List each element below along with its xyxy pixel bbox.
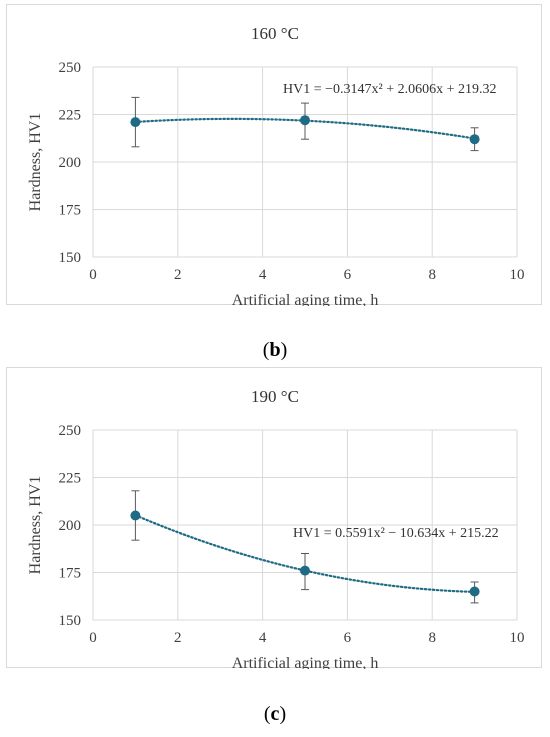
trendline-equation: HV1 = 0.5591x² − 10.634x + 215.22 [293, 526, 499, 541]
chart-panel-190: 150 175 200 225 250 0 2 4 6 8 10 190 °C Artificial a… [6, 367, 542, 669]
y-tick-label: 250 [59, 423, 82, 439]
data-point [300, 115, 310, 126]
caption-c-close: ) [279, 703, 287, 725]
data-point [130, 510, 141, 521]
y-tick-label: 175 [59, 203, 82, 219]
y-tick-label: 225 [59, 108, 82, 124]
chart-190-svg: 150 175 200 225 250 0 2 4 6 8 10 190 °C Artificial a… [27, 387, 525, 669]
chart-panel-160: 150 175 200 225 250 0 2 4 6 8 10 160 °C Artificial a… [6, 4, 542, 306]
y-tick-label: 150 [59, 613, 82, 629]
data-point [300, 565, 310, 576]
chart-160-svg: 150 175 200 225 250 0 2 4 6 8 10 160 °C Artificial a… [27, 24, 525, 306]
y-tick-label: 150 [59, 250, 82, 266]
trendline-equation: HV1 = −0.3147x² + 2.0606x + 219.32 [283, 82, 497, 97]
caption-c-letter: c [270, 703, 280, 725]
caption-b-close: ) [280, 339, 288, 361]
caption-c-open: ( [263, 703, 271, 725]
x-tick-label: 4 [259, 267, 267, 283]
x-tick-label: 4 [259, 630, 267, 646]
y-tick-label: 200 [59, 155, 82, 171]
x-tick-label: 2 [174, 267, 182, 283]
x-tick-label: 0 [89, 267, 97, 283]
caption-b: (b) [0, 339, 550, 362]
caption-b-letter: b [269, 339, 281, 361]
y-tick-label: 200 [59, 518, 82, 534]
y-tick-label: 175 [59, 566, 82, 582]
trendline [134, 514, 476, 593]
x-tick-label: 2 [174, 630, 182, 646]
chart-title: 190 °C [251, 387, 299, 406]
data-point [469, 586, 480, 597]
y-tick-label: 250 [59, 60, 82, 76]
caption-b-open: ( [262, 339, 270, 361]
x-tick-label: 8 [428, 630, 436, 646]
x-tick-label: 6 [344, 630, 352, 646]
x-tick-label: 10 [510, 267, 525, 283]
y-tick-label: 225 [59, 471, 82, 487]
data-point [130, 117, 141, 128]
x-tick-label: 8 [428, 267, 436, 283]
caption-c: (c) [0, 703, 550, 726]
x-axis-label: Artificial aging time, h [232, 292, 379, 306]
chart-title: 160 °C [251, 24, 299, 43]
x-tick-label: 10 [510, 630, 525, 646]
y-axis-label: Hardness, HV1 [27, 113, 44, 212]
x-tick-label: 6 [344, 267, 352, 283]
x-tick-label: 0 [89, 630, 97, 646]
x-axis-label: Artificial aging time, h [232, 655, 379, 669]
y-axis-label: Hardness, HV1 [27, 476, 44, 575]
data-point [469, 134, 480, 145]
